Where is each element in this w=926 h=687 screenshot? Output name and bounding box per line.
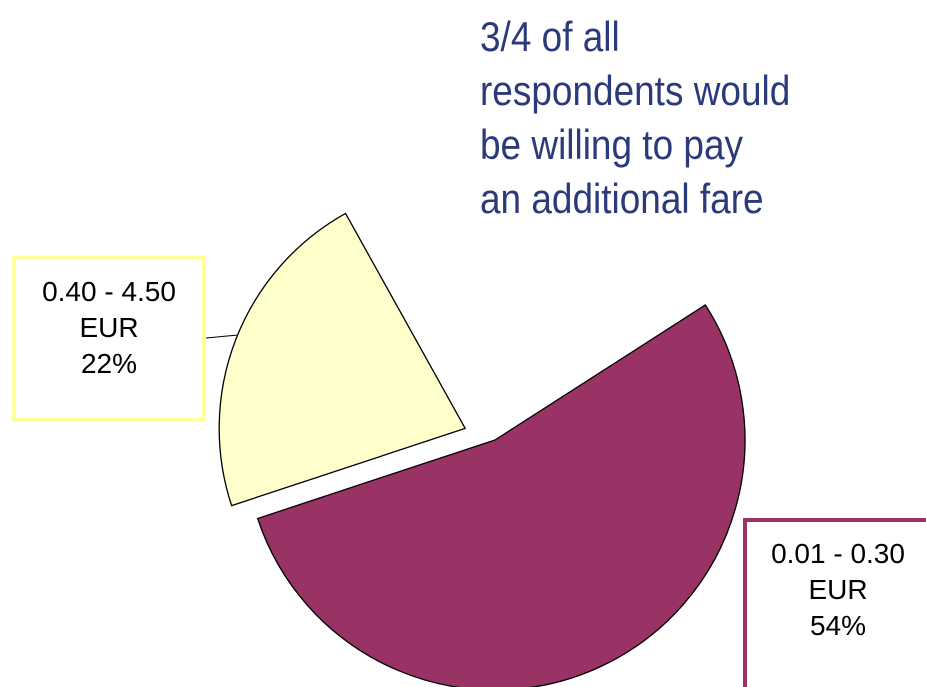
slice-label: 0.40 - 4.50 EUR 22% <box>12 256 206 422</box>
category-label: 0.01 - 0.30 EUR <box>771 538 905 605</box>
value-label: 54% <box>809 610 867 641</box>
pie-slice <box>218 212 467 507</box>
slice-label: 0.01 - 0.30 EUR 54% <box>743 518 926 687</box>
annotation: 3/4 of all respondents would be willing … <box>480 13 791 222</box>
category-label: 0.40 - 4.50 EUR <box>42 276 176 343</box>
pie-slice <box>256 304 746 687</box>
leader-line <box>205 334 239 339</box>
value-label: 22% <box>80 348 138 379</box>
